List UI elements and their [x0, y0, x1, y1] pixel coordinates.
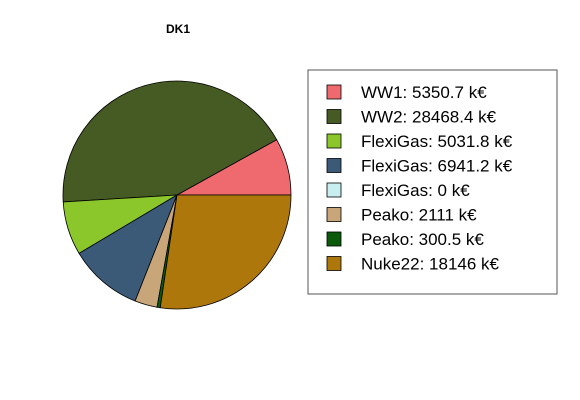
- legend-swatch-6: [326, 231, 342, 247]
- chart-title: DK1: [166, 22, 190, 36]
- legend: WW1: 5350.7 k€ WW2: 28468.4 k€ FlexiGas: 5…: [307, 69, 558, 295]
- pie-slice-3: [78, 194, 178, 302]
- legend-swatch-0: [326, 84, 342, 100]
- legend-label-2: FlexiGas: 5031.8 k€: [361, 132, 513, 151]
- pie-slice-7: [159, 194, 292, 310]
- legend-label-6: Peako: 300.5 k€: [361, 230, 484, 249]
- legend-swatch-5: [326, 207, 342, 222]
- legend-label-1: WW2: 28468.4 k€: [361, 108, 497, 127]
- legend-swatch-7: [326, 256, 342, 271]
- legend-label-0: WW1: 5350.7 k€: [361, 83, 487, 102]
- pie-slices: [62, 80, 292, 310]
- pie-slice-1: [62, 80, 278, 203]
- legend-swatch-4: [326, 182, 342, 198]
- legend-label-3: FlexiGas: 6941.2 k€: [361, 157, 513, 176]
- legend-label-7: Nuke22: 18146 k€: [361, 255, 500, 274]
- legend-swatch-2: [326, 133, 342, 149]
- legend-label-4: FlexiGas: 0 k€: [361, 181, 470, 200]
- legend-swatch-3: [326, 158, 342, 173]
- legend-box: [307, 69, 558, 295]
- legend-swatch-1: [326, 109, 342, 124]
- legend-label-5: Peako: 2111 k€: [361, 206, 477, 225]
